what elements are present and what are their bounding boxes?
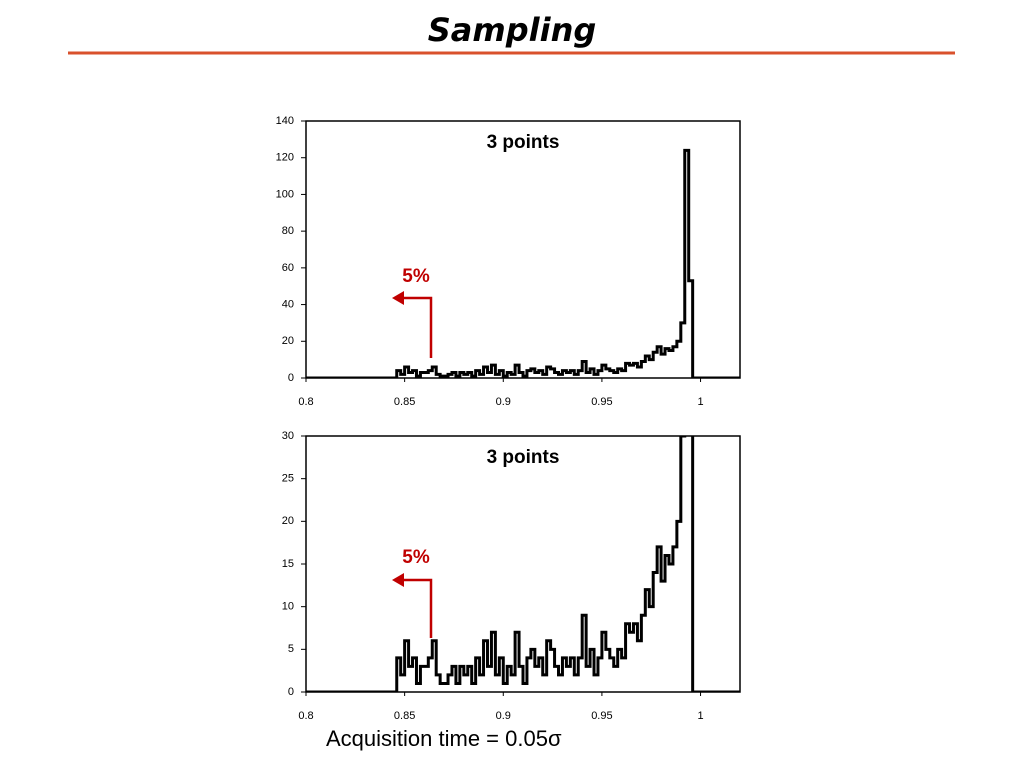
annotation-label: 5% (402, 547, 430, 568)
y-tick-label: 5 (288, 643, 294, 655)
y-tick-label: 20 (282, 335, 294, 347)
annotation-label: 5% (402, 266, 430, 287)
y-tick-label: 0 (288, 686, 294, 698)
annotation-arrow (400, 578, 433, 638)
y-tick-label: 80 (282, 225, 294, 237)
y-tick-label: 40 (282, 298, 294, 310)
y-tick-label: 100 (276, 188, 294, 200)
y-tick-label: 30 (282, 430, 294, 442)
plot-frame (305, 435, 741, 693)
histogram-line (306, 148, 740, 378)
x-tick-label: 0.8 (298, 710, 313, 722)
y-tick-label: 10 (282, 601, 294, 613)
slide-title: Sampling (428, 11, 597, 49)
y-tick-label: 0 (288, 372, 294, 384)
x-tick-label: 0.85 (394, 396, 415, 408)
y-tick-label: 25 (282, 473, 294, 485)
x-tick-label: 0.9 (496, 710, 511, 722)
y-tick-label: 20 (282, 515, 294, 527)
x-tick-label: 0.95 (591, 396, 612, 408)
arrow-head (392, 291, 404, 305)
y-tick-label: 15 (282, 558, 294, 570)
x-tick-label: 1 (697, 396, 703, 408)
y-tick-label: 60 (282, 262, 294, 274)
annotation-arrow (400, 296, 433, 358)
arrow-head (392, 573, 404, 587)
plot-frame (305, 120, 741, 379)
histogram-line (306, 436, 740, 692)
x-tick-label: 1 (697, 710, 703, 722)
y-tick-label: 120 (276, 152, 294, 164)
y-tick-label: 140 (276, 115, 294, 127)
chart-title: 3 points (487, 447, 560, 468)
chart-title: 3 points (487, 132, 560, 153)
x-tick-label: 0.85 (394, 710, 415, 722)
caption: Acquisition time = 0.05σ (326, 726, 562, 751)
x-tick-label: 0.95 (591, 710, 612, 722)
x-tick-label: 0.8 (298, 396, 313, 408)
x-tick-label: 0.9 (496, 396, 511, 408)
